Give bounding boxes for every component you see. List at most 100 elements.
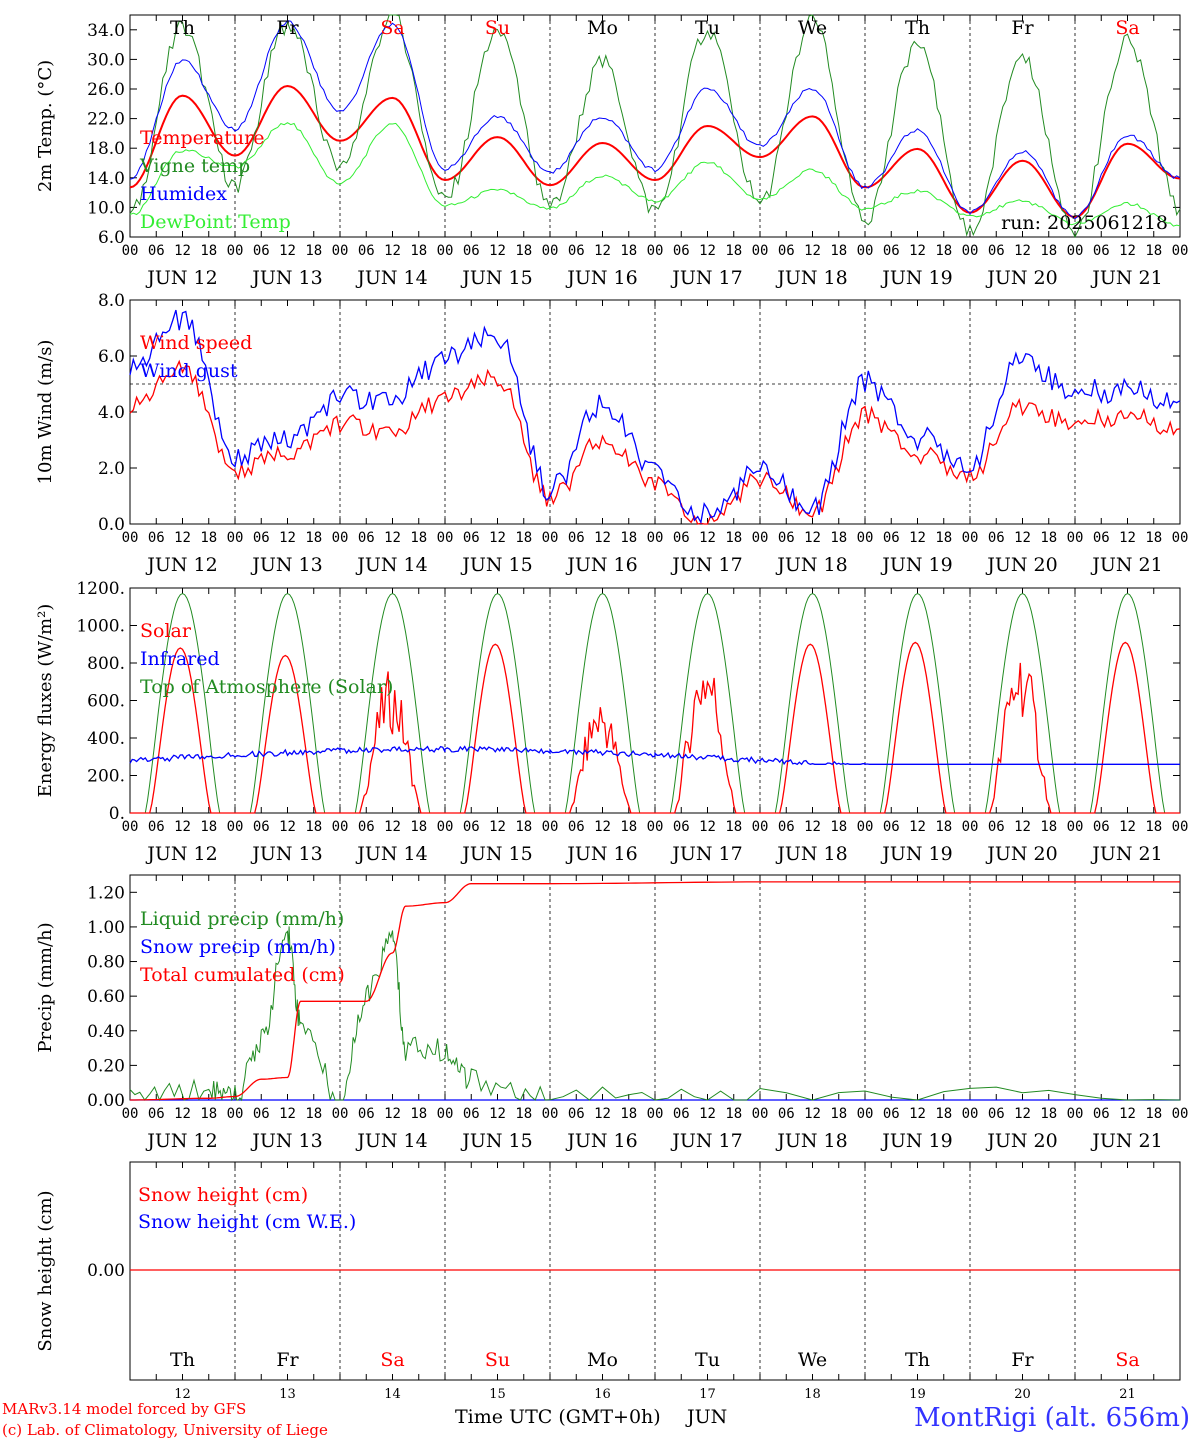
series-liquid-precip bbox=[129, 926, 1181, 1102]
hour-tick-label: 12 bbox=[1119, 1106, 1136, 1122]
hour-tick-label: 06 bbox=[148, 1106, 165, 1122]
hour-tick-label: 06 bbox=[148, 530, 165, 546]
day-label-bottom: Th bbox=[170, 1349, 195, 1371]
date-label: JUN 21 bbox=[1090, 1130, 1162, 1152]
day-number: 15 bbox=[489, 1387, 506, 1402]
date-label: JUN 17 bbox=[670, 554, 742, 576]
panel-1: 6.0 10.0 14.0 18.0 22.0 26.0 30.0 34.0 2m Temp. … bbox=[35, 14, 1188, 289]
day-label-bottom: Th bbox=[905, 1349, 930, 1371]
hour-tick-label: 18 bbox=[830, 1106, 847, 1122]
hour-tick-label: 00 bbox=[1067, 1106, 1084, 1122]
hour-tick-label: 06 bbox=[673, 243, 690, 259]
footer: MARv3.14 model forced by GFS (c) Lab. of … bbox=[2, 1400, 1190, 1439]
y-tick-label: 6.0 bbox=[98, 228, 125, 248]
date-label: JUN 15 bbox=[460, 843, 532, 865]
hour-tick-label: 00 bbox=[542, 243, 559, 259]
hour-tick-label: 18 bbox=[1145, 819, 1162, 835]
hour-tick-label: 06 bbox=[778, 530, 795, 546]
run-label: run: 2025061218 bbox=[1001, 212, 1168, 234]
date-label: JUN 12 bbox=[145, 554, 217, 576]
hour-tick-label: 12 bbox=[279, 819, 296, 835]
panel-4: 0.00 0.20 0.40 0.60 0.80 1.00 1.20 Precip (mm/h… bbox=[35, 874, 1189, 1152]
credit-line-1: MARv3.14 model forced by GFS bbox=[2, 1400, 246, 1418]
hour-tick-label: 18 bbox=[410, 819, 427, 835]
date-label: JUN 18 bbox=[775, 267, 847, 289]
panel-2: 0.0 2.0 4.0 6.0 8.0 10m Wind (m/s) Wind speed W… bbox=[35, 291, 1188, 576]
date-label: JUN 12 bbox=[145, 267, 217, 289]
hour-tick-label: 12 bbox=[699, 1106, 716, 1122]
day-label-top: Tu bbox=[695, 17, 720, 39]
hour-tick-label: 06 bbox=[883, 243, 900, 259]
date-label: JUN 17 bbox=[670, 843, 742, 865]
day-number: 17 bbox=[699, 1387, 716, 1402]
y-tick-label: 1000. bbox=[76, 617, 125, 637]
date-label: JUN 14 bbox=[355, 267, 427, 289]
day-number: 20 bbox=[1014, 1387, 1031, 1402]
hour-tick-label: 12 bbox=[594, 243, 611, 259]
hour-tick-label: 06 bbox=[358, 819, 375, 835]
series-wind-speed bbox=[129, 359, 1181, 525]
date-label: JUN 18 bbox=[775, 843, 847, 865]
panel-3: 0. 200. 400. 600. 800. 1000. 1200. Energy fluxe… bbox=[35, 579, 1188, 865]
hour-tick-label: 18 bbox=[725, 819, 742, 835]
series-total-cumulated bbox=[130, 881, 1180, 1101]
hour-tick-label: 00 bbox=[332, 819, 349, 835]
hour-tick-label: 18 bbox=[935, 819, 952, 835]
date-label: JUN 19 bbox=[880, 843, 952, 865]
y-tick-label: 1200. bbox=[76, 579, 125, 599]
date-label: JUN 16 bbox=[565, 554, 637, 576]
hour-tick-label: 06 bbox=[568, 243, 585, 259]
hour-tick-label: 00 bbox=[962, 1106, 979, 1122]
hour-tick-label: 06 bbox=[883, 1106, 900, 1122]
y-tick-label: 2.0 bbox=[98, 459, 125, 479]
hour-tick-label: 00 bbox=[752, 819, 769, 835]
hour-tick-label: 06 bbox=[1093, 1106, 1110, 1122]
day-label-bottom: Tu bbox=[695, 1349, 720, 1371]
date-label: JUN 14 bbox=[355, 554, 427, 576]
hour-tick-label: 06 bbox=[778, 1106, 795, 1122]
hour-tick-label: 00 bbox=[332, 530, 349, 546]
y-tick-label: 0.0 bbox=[98, 515, 125, 535]
hour-tick-label: 00 bbox=[857, 530, 874, 546]
hour-tick-label: 00 bbox=[1172, 1106, 1189, 1122]
y-tick-label: 10.0 bbox=[87, 198, 125, 218]
hour-tick-label: 00 bbox=[647, 819, 664, 835]
hour-tick-label: 12 bbox=[699, 243, 716, 259]
y-tick-label: 4.0 bbox=[98, 403, 125, 423]
hour-tick-label: 18 bbox=[620, 243, 637, 259]
y-tick-label: 0.00 bbox=[87, 1261, 125, 1281]
hour-tick-label: 12 bbox=[594, 819, 611, 835]
hour-tick-label: 18 bbox=[515, 819, 532, 835]
date-label: JUN 19 bbox=[880, 267, 952, 289]
y-tick-label: 0.20 bbox=[87, 1056, 125, 1076]
hour-tick-label: 06 bbox=[358, 1106, 375, 1122]
hour-tick-label: 06 bbox=[358, 530, 375, 546]
hour-tick-label: 18 bbox=[620, 1106, 637, 1122]
hour-tick-label: 18 bbox=[410, 1106, 427, 1122]
hour-tick-label: 18 bbox=[410, 243, 427, 259]
hour-tick-label: 18 bbox=[1040, 819, 1057, 835]
day-label-bottom: Fr bbox=[276, 1349, 299, 1371]
date-label: JUN 21 bbox=[1090, 843, 1162, 865]
y-tick-label: 6.0 bbox=[98, 347, 125, 367]
hour-tick-label: 06 bbox=[253, 1106, 270, 1122]
y-tick-label: 800. bbox=[87, 654, 125, 674]
hour-tick-label: 12 bbox=[804, 530, 821, 546]
y-tick-label: 8.0 bbox=[98, 291, 125, 311]
date-label: JUN 14 bbox=[355, 1130, 427, 1152]
hour-tick-label: 18 bbox=[830, 243, 847, 259]
legend-wind-gust: Wind gust bbox=[140, 360, 238, 382]
hour-tick-label: 00 bbox=[542, 530, 559, 546]
date-label: JUN 13 bbox=[250, 843, 322, 865]
hour-tick-label: 06 bbox=[1093, 243, 1110, 259]
date-label: JUN 21 bbox=[1090, 267, 1162, 289]
legend-vigne-temp: Vigne temp bbox=[139, 155, 250, 177]
hour-tick-label: 06 bbox=[148, 243, 165, 259]
y-tick-label: 34.0 bbox=[87, 21, 125, 41]
hour-tick-label: 12 bbox=[594, 1106, 611, 1122]
hour-tick-label: 12 bbox=[1119, 243, 1136, 259]
hour-tick-label: 12 bbox=[699, 530, 716, 546]
hour-tick-label: 06 bbox=[463, 243, 480, 259]
hour-tick-label: 06 bbox=[883, 530, 900, 546]
